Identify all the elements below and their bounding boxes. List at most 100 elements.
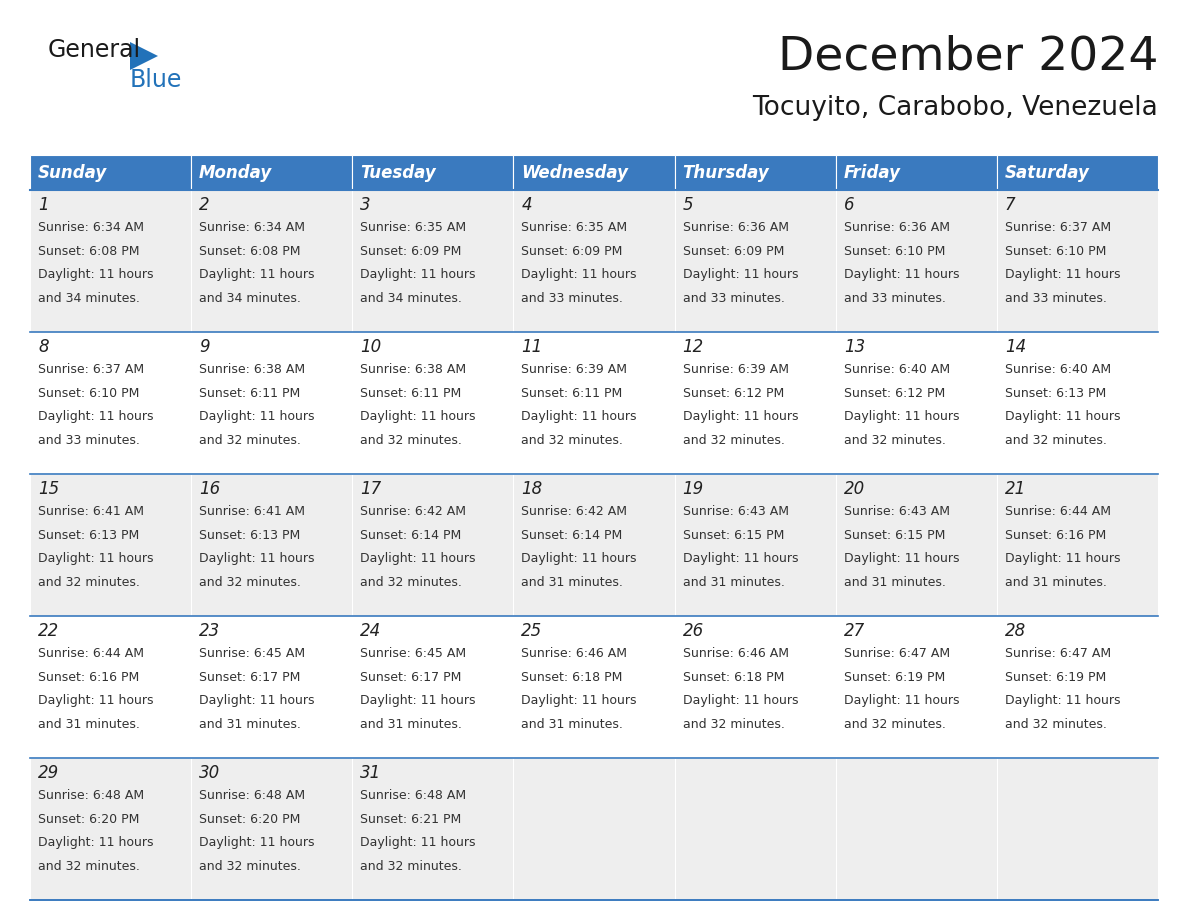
Text: and 32 minutes.: and 32 minutes. xyxy=(522,433,624,447)
Text: Sunset: 6:11 PM: Sunset: 6:11 PM xyxy=(522,386,623,400)
Text: Sunrise: 6:43 AM: Sunrise: 6:43 AM xyxy=(683,506,789,519)
Text: Sunset: 6:19 PM: Sunset: 6:19 PM xyxy=(1005,671,1106,684)
Text: Daylight: 11 hours: Daylight: 11 hours xyxy=(360,268,475,281)
Text: Wednesday: Wednesday xyxy=(522,163,628,182)
Bar xyxy=(835,190,997,332)
Bar xyxy=(835,332,997,474)
Text: and 32 minutes.: and 32 minutes. xyxy=(843,718,946,731)
Text: Sunset: 6:19 PM: Sunset: 6:19 PM xyxy=(843,671,944,684)
Text: Sunrise: 6:48 AM: Sunrise: 6:48 AM xyxy=(360,789,467,802)
Text: and 33 minutes.: and 33 minutes. xyxy=(38,433,140,447)
Bar xyxy=(513,474,675,616)
Text: Sunrise: 6:48 AM: Sunrise: 6:48 AM xyxy=(38,789,144,802)
Text: Daylight: 11 hours: Daylight: 11 hours xyxy=(843,553,959,565)
Text: 1: 1 xyxy=(38,196,49,214)
Text: Sunrise: 6:36 AM: Sunrise: 6:36 AM xyxy=(683,221,789,234)
Text: Sunset: 6:18 PM: Sunset: 6:18 PM xyxy=(522,671,623,684)
Bar xyxy=(191,332,353,474)
Text: and 33 minutes.: and 33 minutes. xyxy=(843,292,946,305)
Bar xyxy=(191,758,353,900)
Text: Sunset: 6:08 PM: Sunset: 6:08 PM xyxy=(38,245,139,258)
Text: Daylight: 11 hours: Daylight: 11 hours xyxy=(200,836,315,849)
Text: Sunrise: 6:39 AM: Sunrise: 6:39 AM xyxy=(522,364,627,376)
Text: 31: 31 xyxy=(360,764,381,782)
Bar xyxy=(997,155,1158,190)
Text: and 34 minutes.: and 34 minutes. xyxy=(360,292,462,305)
Text: Daylight: 11 hours: Daylight: 11 hours xyxy=(200,410,315,423)
Text: Sunset: 6:14 PM: Sunset: 6:14 PM xyxy=(360,529,461,542)
Bar xyxy=(997,616,1158,758)
Bar xyxy=(30,332,191,474)
Text: 5: 5 xyxy=(683,196,693,214)
Text: Saturday: Saturday xyxy=(1005,163,1089,182)
Bar xyxy=(30,474,191,616)
Text: and 31 minutes.: and 31 minutes. xyxy=(1005,576,1107,588)
Bar xyxy=(675,616,835,758)
Text: Daylight: 11 hours: Daylight: 11 hours xyxy=(1005,410,1120,423)
Text: and 33 minutes.: and 33 minutes. xyxy=(1005,292,1107,305)
Text: Daylight: 11 hours: Daylight: 11 hours xyxy=(522,694,637,707)
Bar xyxy=(997,474,1158,616)
Text: and 32 minutes.: and 32 minutes. xyxy=(38,860,140,873)
Text: Sunset: 6:09 PM: Sunset: 6:09 PM xyxy=(683,245,784,258)
Bar xyxy=(191,616,353,758)
Text: Sunset: 6:17 PM: Sunset: 6:17 PM xyxy=(200,671,301,684)
Text: 4: 4 xyxy=(522,196,532,214)
Text: Sunrise: 6:34 AM: Sunrise: 6:34 AM xyxy=(200,221,305,234)
Text: 16: 16 xyxy=(200,480,221,498)
Text: 13: 13 xyxy=(843,338,865,356)
Text: Daylight: 11 hours: Daylight: 11 hours xyxy=(360,410,475,423)
Text: Sunrise: 6:46 AM: Sunrise: 6:46 AM xyxy=(683,647,789,660)
Text: Tocuyito, Carabobo, Venezuela: Tocuyito, Carabobo, Venezuela xyxy=(752,95,1158,121)
Text: Sunday: Sunday xyxy=(38,163,107,182)
Text: Daylight: 11 hours: Daylight: 11 hours xyxy=(200,268,315,281)
Text: Sunset: 6:10 PM: Sunset: 6:10 PM xyxy=(38,386,139,400)
Bar xyxy=(675,474,835,616)
Text: Sunrise: 6:40 AM: Sunrise: 6:40 AM xyxy=(843,364,950,376)
Bar xyxy=(30,155,191,190)
Text: and 33 minutes.: and 33 minutes. xyxy=(683,292,784,305)
Text: and 32 minutes.: and 32 minutes. xyxy=(200,860,301,873)
Text: Daylight: 11 hours: Daylight: 11 hours xyxy=(683,410,798,423)
Text: Daylight: 11 hours: Daylight: 11 hours xyxy=(1005,553,1120,565)
Text: Sunset: 6:14 PM: Sunset: 6:14 PM xyxy=(522,529,623,542)
Text: Daylight: 11 hours: Daylight: 11 hours xyxy=(843,268,959,281)
Bar xyxy=(675,155,835,190)
Text: Sunrise: 6:38 AM: Sunrise: 6:38 AM xyxy=(360,364,467,376)
Text: 27: 27 xyxy=(843,622,865,640)
Bar xyxy=(513,616,675,758)
Text: Sunrise: 6:35 AM: Sunrise: 6:35 AM xyxy=(360,221,467,234)
Text: and 34 minutes.: and 34 minutes. xyxy=(200,292,301,305)
Text: Sunrise: 6:35 AM: Sunrise: 6:35 AM xyxy=(522,221,627,234)
Text: 19: 19 xyxy=(683,480,703,498)
Bar xyxy=(835,616,997,758)
Bar xyxy=(513,155,675,190)
Text: Sunset: 6:09 PM: Sunset: 6:09 PM xyxy=(360,245,462,258)
Text: Sunset: 6:15 PM: Sunset: 6:15 PM xyxy=(843,529,946,542)
Text: Daylight: 11 hours: Daylight: 11 hours xyxy=(683,694,798,707)
Text: Daylight: 11 hours: Daylight: 11 hours xyxy=(1005,268,1120,281)
Text: and 31 minutes.: and 31 minutes. xyxy=(683,576,784,588)
Text: Daylight: 11 hours: Daylight: 11 hours xyxy=(522,410,637,423)
Text: Sunset: 6:16 PM: Sunset: 6:16 PM xyxy=(38,671,139,684)
Text: 18: 18 xyxy=(522,480,543,498)
Text: Sunrise: 6:45 AM: Sunrise: 6:45 AM xyxy=(360,647,467,660)
Bar xyxy=(675,332,835,474)
Text: 15: 15 xyxy=(38,480,59,498)
Text: 10: 10 xyxy=(360,338,381,356)
Text: Sunrise: 6:41 AM: Sunrise: 6:41 AM xyxy=(38,506,144,519)
Text: Daylight: 11 hours: Daylight: 11 hours xyxy=(360,836,475,849)
Text: and 32 minutes.: and 32 minutes. xyxy=(843,433,946,447)
Text: and 32 minutes.: and 32 minutes. xyxy=(1005,718,1107,731)
Bar xyxy=(30,616,191,758)
Bar xyxy=(513,332,675,474)
Text: and 32 minutes.: and 32 minutes. xyxy=(200,576,301,588)
Text: Sunset: 6:11 PM: Sunset: 6:11 PM xyxy=(360,386,461,400)
Text: Sunset: 6:12 PM: Sunset: 6:12 PM xyxy=(843,386,944,400)
Text: Sunset: 6:15 PM: Sunset: 6:15 PM xyxy=(683,529,784,542)
Bar xyxy=(353,474,513,616)
Text: and 31 minutes.: and 31 minutes. xyxy=(38,718,140,731)
Text: Sunset: 6:10 PM: Sunset: 6:10 PM xyxy=(843,245,946,258)
Text: Daylight: 11 hours: Daylight: 11 hours xyxy=(522,553,637,565)
Text: Daylight: 11 hours: Daylight: 11 hours xyxy=(683,268,798,281)
